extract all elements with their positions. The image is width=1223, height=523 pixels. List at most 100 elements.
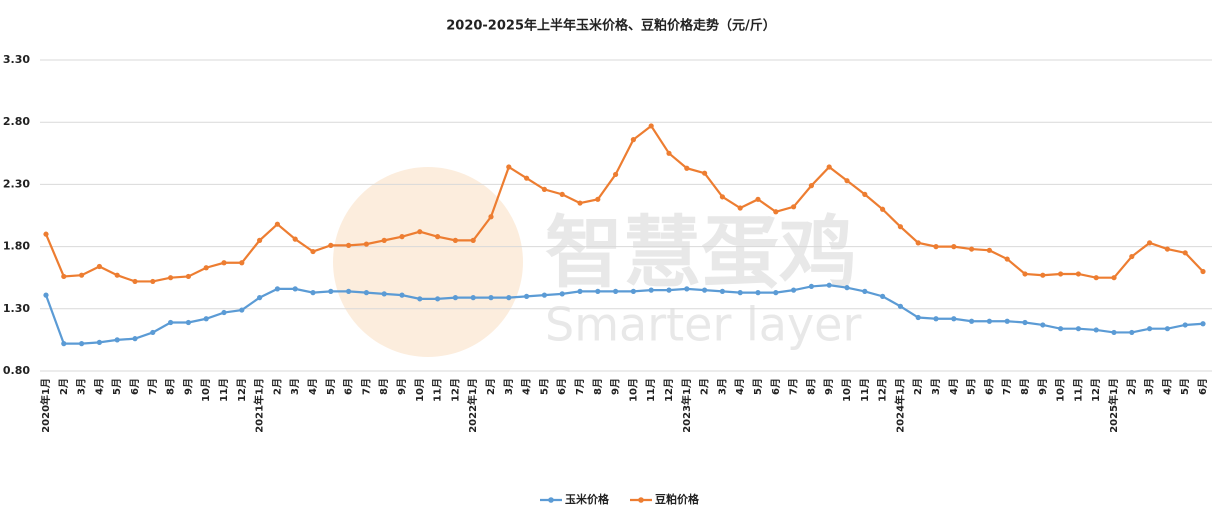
x-tick-label: 5月 <box>1179 378 1191 395</box>
point <box>185 319 191 326</box>
point <box>630 288 637 294</box>
x-tick-label: 9月 <box>396 378 408 395</box>
point <box>1075 271 1081 277</box>
x-tick-label: 9月 <box>182 378 194 395</box>
point <box>719 288 726 294</box>
point <box>648 287 654 293</box>
x-tick-label: 7月 <box>1001 378 1013 395</box>
point <box>595 196 601 202</box>
legend-label: 豆粕价格 <box>655 492 700 506</box>
x-tick-label: 2月 <box>485 378 497 395</box>
point <box>1182 322 1188 328</box>
x-tick-label: 2022年1月 <box>466 378 479 433</box>
x-tick-label: 6月 <box>343 378 355 395</box>
x-tick-label: 3月 <box>503 378 515 395</box>
point <box>452 295 458 301</box>
point <box>61 341 67 347</box>
x-tick-label: 11月 <box>432 378 444 402</box>
x-tick-label: 11月 <box>218 378 230 402</box>
x-tick-label: 3月 <box>716 378 728 395</box>
point <box>185 273 191 280</box>
x-tick-label: 4月 <box>948 378 960 395</box>
point <box>452 237 458 243</box>
point <box>862 191 868 197</box>
y-tick-label: 0.80 <box>3 364 30 377</box>
line <box>44 284 1204 345</box>
point <box>826 164 832 170</box>
point <box>61 273 67 280</box>
point <box>773 209 779 215</box>
point <box>1147 326 1153 332</box>
x-tick-label: 10月 <box>414 378 426 402</box>
x-tick-label: 10月 <box>627 378 639 402</box>
point <box>114 337 120 343</box>
point <box>915 314 921 321</box>
point <box>257 295 263 301</box>
point <box>808 283 815 290</box>
point <box>1093 275 1099 281</box>
x-tick-label: 2020年1月 <box>39 378 52 433</box>
point <box>755 196 761 202</box>
point <box>96 263 102 270</box>
point <box>1075 326 1081 332</box>
point <box>417 296 423 302</box>
point <box>114 272 120 278</box>
point <box>399 292 405 298</box>
point <box>844 178 850 184</box>
point <box>951 316 957 322</box>
point <box>346 288 352 294</box>
point <box>613 288 619 294</box>
point <box>328 288 334 294</box>
x-tick-label: 3月 <box>289 378 301 395</box>
x-tick-label: 2025年1月 <box>1107 378 1120 433</box>
point <box>1004 256 1010 262</box>
point <box>1200 268 1206 275</box>
point <box>1058 271 1064 277</box>
point <box>488 214 494 220</box>
x-tick-label: 2021年1月 <box>253 378 266 433</box>
point <box>1111 275 1117 281</box>
point <box>897 303 904 309</box>
point <box>79 272 85 278</box>
x-tick-label: 7月 <box>574 378 586 395</box>
x-tick-label: 11月 <box>859 378 871 402</box>
point <box>381 237 387 243</box>
watermark-logo <box>333 167 523 357</box>
point <box>506 295 512 301</box>
point <box>862 288 868 294</box>
point <box>168 275 174 281</box>
point <box>79 341 85 347</box>
x-tick-label: 12月 <box>1090 378 1102 402</box>
x-tick-label: 12月 <box>663 378 675 402</box>
point <box>1058 326 1064 332</box>
point <box>577 288 583 294</box>
point <box>1022 271 1028 277</box>
x-tick-label: 4月 <box>521 378 533 395</box>
x-tick-label: 2023年1月 <box>680 378 693 433</box>
point <box>1164 246 1170 252</box>
point <box>737 205 743 211</box>
x-tick-label: 12月 <box>877 378 889 402</box>
x-tick-label: 10月 <box>1055 378 1067 402</box>
point <box>1182 250 1188 256</box>
point <box>880 293 886 299</box>
point <box>488 295 494 301</box>
point <box>986 247 993 253</box>
point <box>1004 318 1010 324</box>
watermark: Smarter layer <box>545 298 861 352</box>
x-tick-label: 7月 <box>147 378 159 395</box>
x-tick-label: 2月 <box>912 378 924 395</box>
point <box>310 290 316 296</box>
point <box>524 293 530 299</box>
point <box>844 285 850 291</box>
y-tick-label: 1.30 <box>3 302 30 315</box>
point <box>880 206 886 212</box>
point <box>595 288 601 294</box>
x-tick-label: 10月 <box>841 378 853 402</box>
point <box>666 150 672 156</box>
point <box>559 191 565 197</box>
x-tick-label: 12月 <box>236 378 248 402</box>
point <box>648 123 654 129</box>
x-tick-label: 2月 <box>1126 378 1138 395</box>
